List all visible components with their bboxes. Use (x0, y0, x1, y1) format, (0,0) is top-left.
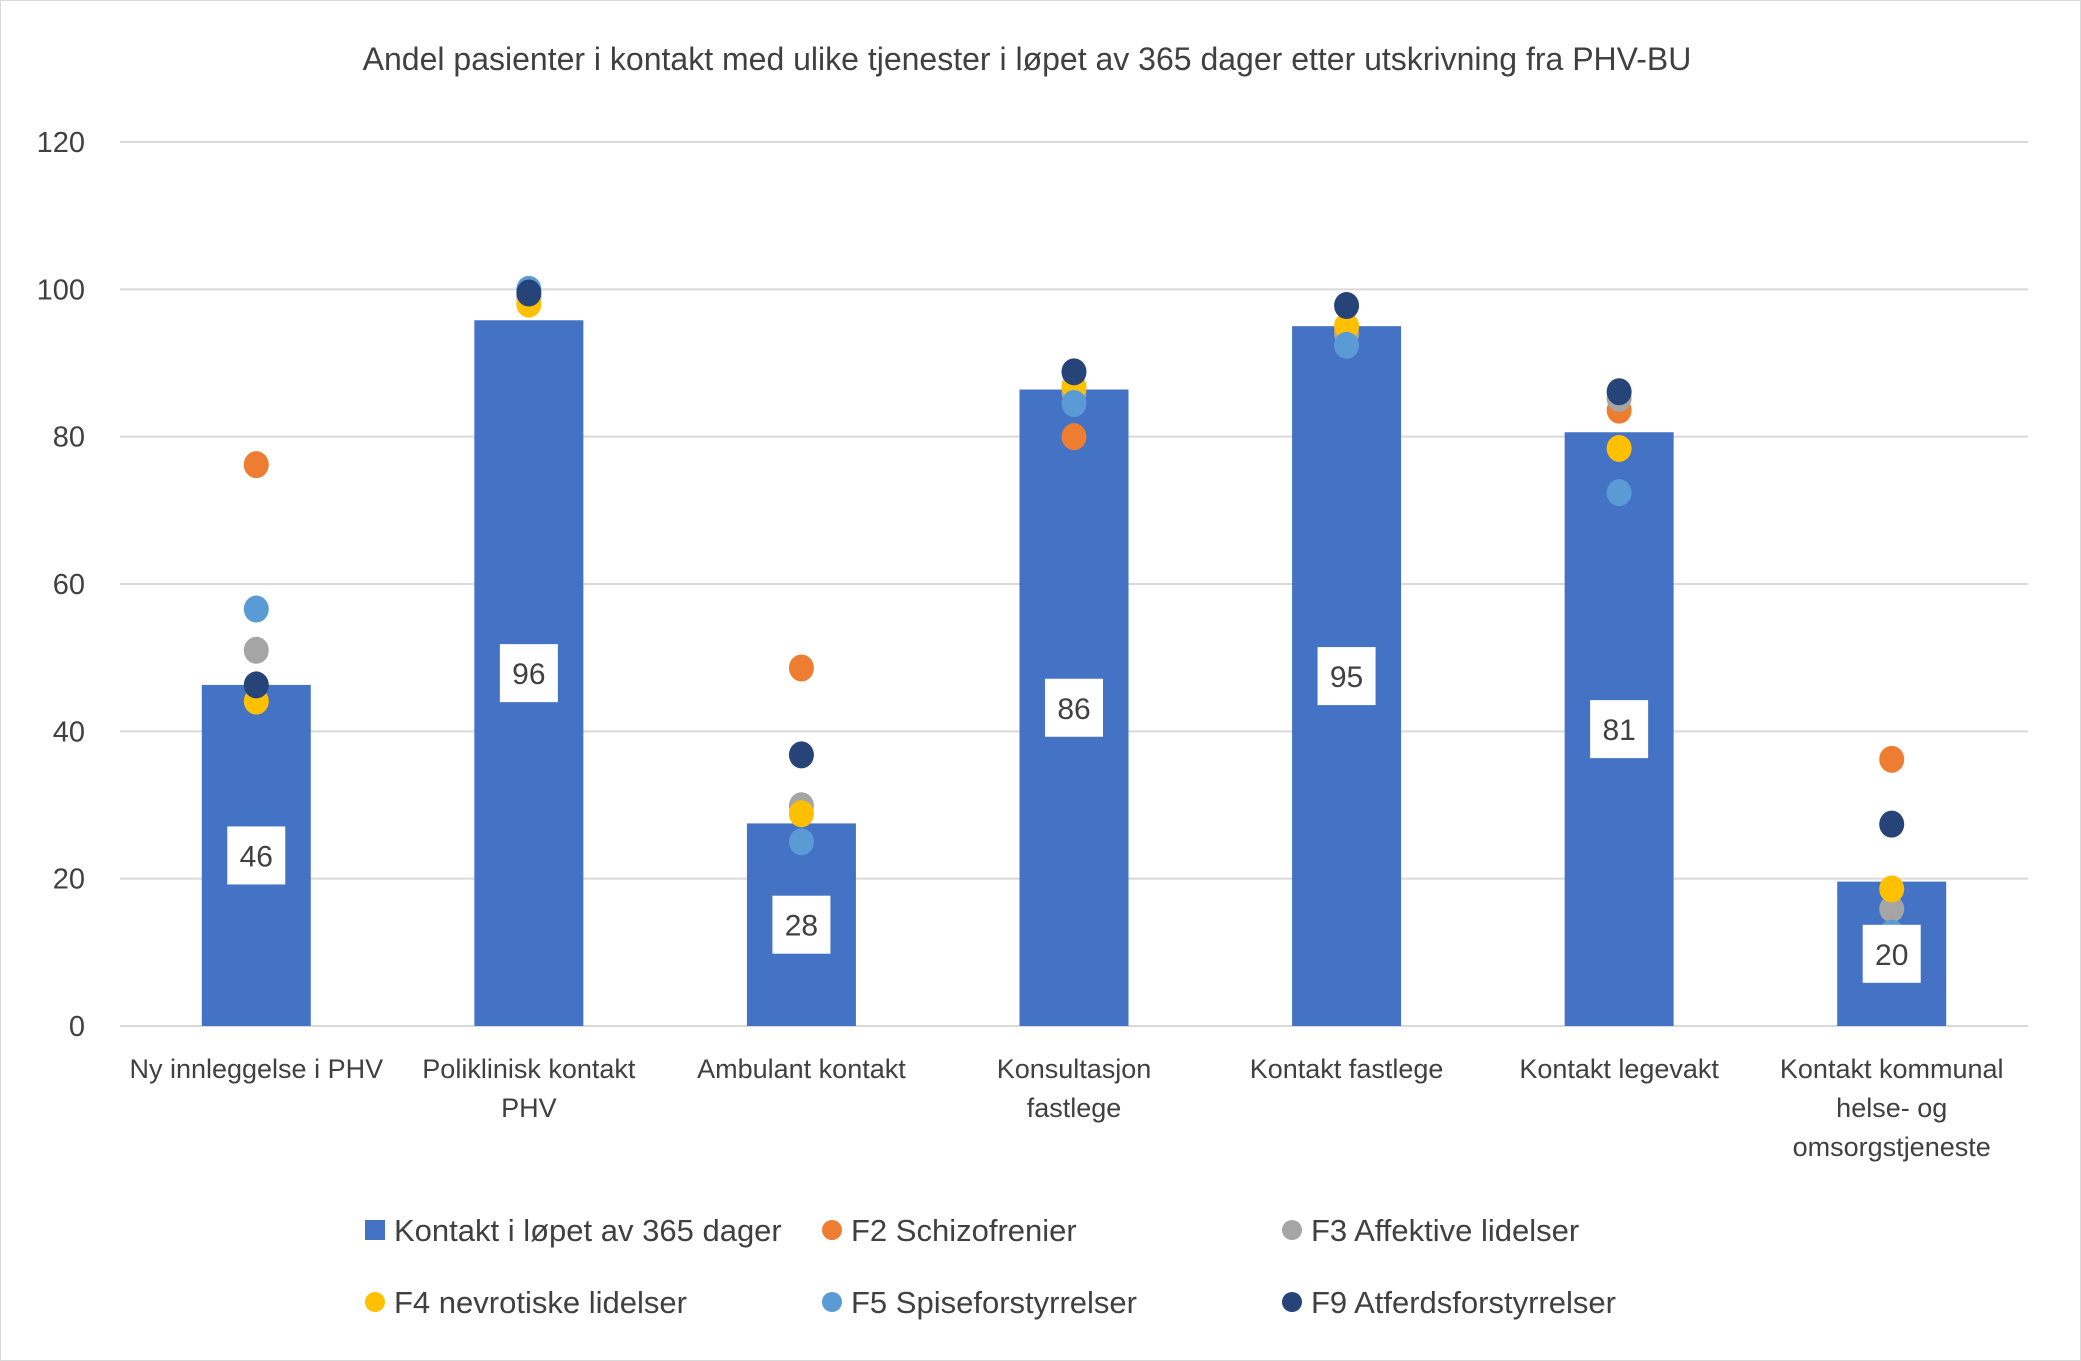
legend-item: Kontakt i løpet av 365 dager (365, 1213, 782, 1248)
point-f5 (243, 595, 269, 623)
legend-dot-swatch (1282, 1220, 1302, 1240)
point-f9 (1879, 810, 1905, 838)
x-tick-label: Kontakt legevakt (1519, 1054, 1719, 1084)
x-tick-label: PHV (501, 1093, 557, 1123)
legend-label: Kontakt i løpet av 365 dager (394, 1213, 782, 1248)
x-tick-label: Poliklinisk kontakt (422, 1054, 636, 1084)
y-tick-label: 40 (53, 716, 85, 748)
y-tick-label: 120 (37, 127, 85, 159)
data-label: 46 (240, 840, 273, 873)
data-label: 86 (1057, 693, 1090, 726)
data-label-box (1590, 700, 1649, 759)
legend-label: F3 Affektive lidelser (1311, 1213, 1579, 1248)
point-f4 (1879, 875, 1905, 903)
data-label: 81 (1602, 714, 1635, 747)
y-tick-label: 20 (53, 864, 85, 896)
data-label-box (227, 826, 286, 885)
data-label: 28 (785, 910, 818, 943)
legend-item: F9 Atferdsforstyrrelser (1282, 1285, 1616, 1320)
point-f9 (1606, 378, 1632, 406)
y-axis: 0 20 40 60 80 100 120 (37, 127, 85, 1043)
chart-title: Andel pasienter i kontakt med ulike tjen… (363, 41, 1692, 77)
point-f5 (1606, 479, 1632, 507)
legend-item: F4 nevrotiske lidelser (365, 1285, 687, 1320)
point-f5 (1334, 331, 1360, 359)
y-tick-label: 60 (53, 569, 85, 601)
legend-dot-swatch (822, 1292, 842, 1312)
data-label-box (1045, 678, 1103, 737)
legend-label: F5 Spiseforstyrrelser (851, 1285, 1137, 1320)
legend-bar-swatch (365, 1220, 385, 1240)
x-tick-label: helse- og (1836, 1093, 1947, 1123)
data-label: 95 (1330, 661, 1363, 694)
y-tick-label: 100 (37, 274, 85, 306)
y-tick-label: 80 (53, 422, 85, 454)
data-label-box (772, 895, 831, 954)
x-tick-label: Ny innleggelse i PHV (129, 1054, 383, 1084)
legend-item: F2 Schizofrenier (822, 1213, 1077, 1248)
gridlines (120, 141, 2028, 1027)
data-label: 96 (512, 658, 545, 691)
legend-item: F3 Affektive lidelser (1282, 1213, 1579, 1248)
legend-label: F4 nevrotiske lidelser (394, 1285, 687, 1320)
point-f9 (243, 671, 269, 699)
point-f2 (1061, 423, 1087, 451)
x-tick-label: Konsultasjon (997, 1054, 1152, 1084)
point-f9 (516, 279, 542, 307)
point-f5 (1061, 390, 1087, 418)
legend-label: F9 Atferdsforstyrrelser (1311, 1285, 1616, 1320)
x-axis: Ny innleggelse i PHV Poliklinisk kontakt P… (129, 1054, 2003, 1162)
point-f3 (1879, 895, 1905, 923)
point-f2 (243, 451, 269, 479)
data-label-box (1317, 647, 1376, 706)
point-f2 (788, 654, 814, 682)
legend-dot-swatch (822, 1220, 842, 1240)
legend: Kontakt i løpet av 365 dager F2 Schizofre… (365, 1213, 1616, 1320)
legend-dot-swatch (365, 1292, 385, 1312)
point-f4 (1606, 434, 1632, 462)
x-tick-label: Kontakt fastlege (1250, 1054, 1444, 1084)
data-label: 20 (1875, 939, 1908, 972)
x-tick-label: Ambulant kontakt (697, 1054, 906, 1084)
legend-item: F5 Spiseforstyrrelser (822, 1285, 1137, 1320)
point-f2 (1879, 745, 1905, 773)
x-tick-label: omsorgstjeneste (1793, 1132, 1991, 1162)
data-labels: 46 96 28 86 95 81 20 (227, 644, 1921, 983)
legend-label: F2 Schizofrenier (851, 1213, 1077, 1248)
point-f5 (788, 828, 814, 856)
x-tick-label: fastlege (1027, 1093, 1122, 1123)
point-f4 (788, 800, 814, 828)
data-label-box (1862, 924, 1921, 983)
x-tick-label: Kontakt kommunal (1780, 1054, 2004, 1084)
y-tick-label: 0 (69, 1011, 85, 1043)
point-f4 (1334, 312, 1360, 340)
point-f3 (243, 636, 269, 664)
data-label-box (499, 644, 558, 703)
point-f9 (788, 741, 814, 769)
legend-dot-swatch (1282, 1292, 1302, 1312)
point-f9 (1061, 358, 1087, 386)
point-f9 (1334, 292, 1360, 320)
